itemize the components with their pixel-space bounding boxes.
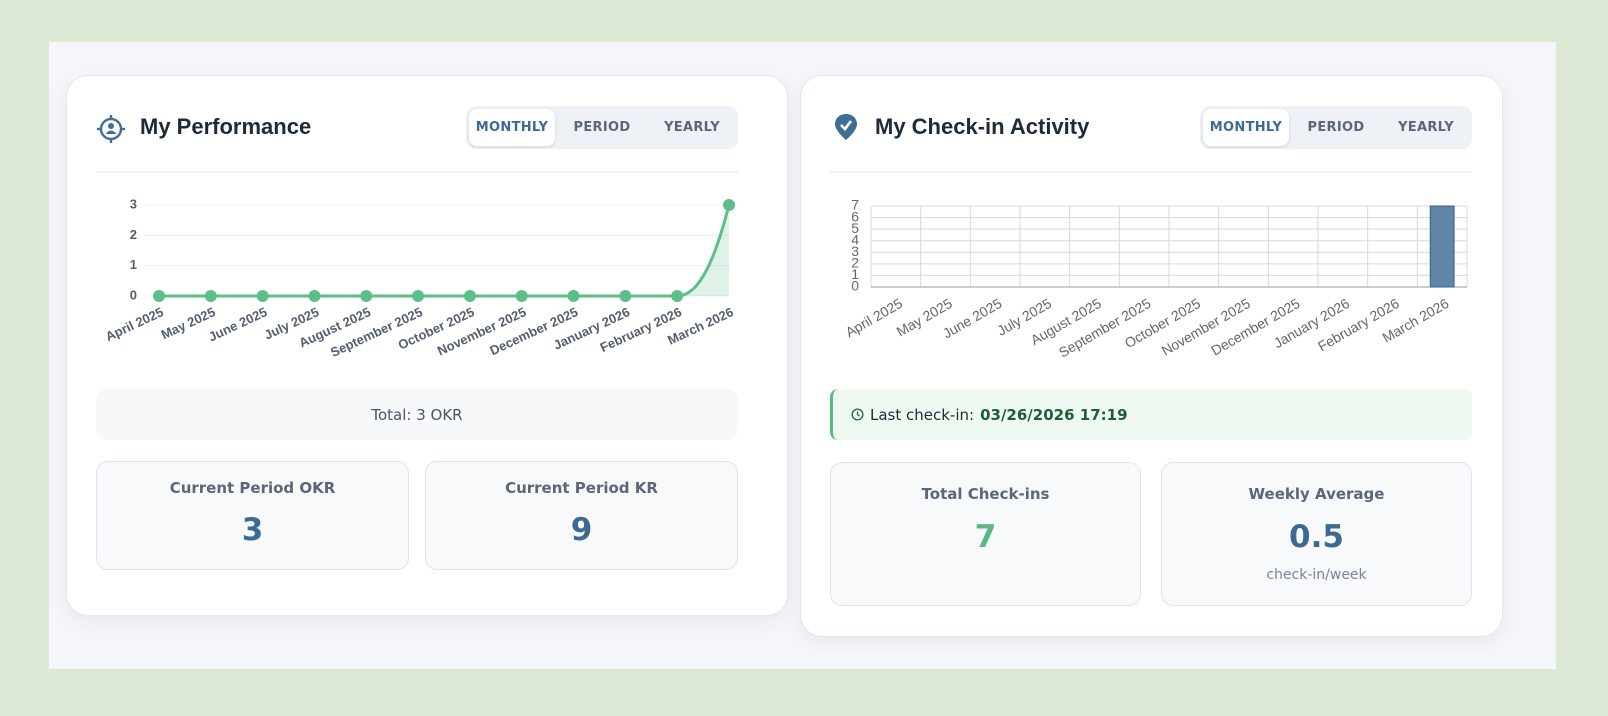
stat-label: Total Check-ins (921, 485, 1050, 503)
stat-label: Weekly Average (1248, 485, 1385, 503)
tab[interactable]: YEARLY (664, 120, 720, 135)
tab[interactable]: MONTHLY (469, 109, 555, 146)
target-icon (97, 115, 125, 143)
last-checkin-label: Last check-in: (870, 405, 975, 424)
last-checkin-box: Last check-in: 03/26/2026 17:19 (830, 389, 1472, 440)
checkin-icon (835, 114, 857, 140)
tab[interactable]: PERIOD (1307, 120, 1365, 135)
stat-value: 9 (570, 512, 593, 548)
divider (96, 171, 738, 173)
stat-label: Current Period KR (505, 479, 658, 497)
card-title: My Performance (140, 114, 312, 139)
total-box: Total: 3 OKR (96, 389, 738, 440)
tab-group: MONTHLY PERIOD YEARLY (466, 106, 738, 149)
tab[interactable]: MONTHLY (1203, 109, 1289, 146)
tab-group: MONTHLY PERIOD YEARLY (1200, 106, 1472, 149)
stat-box: Total Check-ins 7 (830, 462, 1141, 606)
tab[interactable]: YEARLY (1398, 120, 1454, 135)
stat-label: Current Period OKR (169, 479, 336, 497)
stat-value: 7 (974, 519, 997, 555)
clock-icon (851, 408, 864, 421)
tab[interactable]: PERIOD (573, 120, 631, 135)
last-checkin-value: 03/26/2026 17:19 (980, 405, 1128, 424)
total-text: Total: 3 OKR (371, 405, 463, 424)
stat-box: Current Period KR 9 (425, 461, 738, 570)
stat-value: 0.5 (1289, 519, 1344, 555)
stat-unit: check-in/week (1266, 567, 1367, 583)
card-title: My Check-in Activity (875, 114, 1090, 139)
divider (830, 171, 1472, 173)
stat-box: Current Period OKR 3 (96, 461, 409, 570)
stat-value: 3 (241, 512, 264, 548)
stat-box: Weekly Average 0.5 check-in/week (1161, 462, 1472, 606)
